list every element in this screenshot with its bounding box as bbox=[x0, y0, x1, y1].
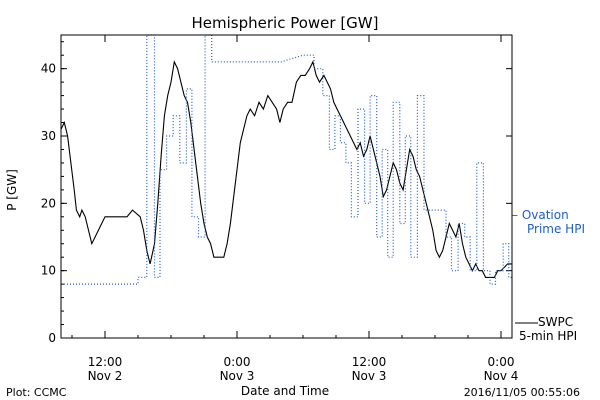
legend-ovation-line1: – Ovation bbox=[512, 208, 569, 222]
y-tick-label: 30 bbox=[41, 129, 56, 143]
y-tick-label: 0 bbox=[48, 331, 56, 345]
legend-swpc-line1: SWPC bbox=[538, 315, 573, 329]
x-tick-time: 12:00 bbox=[352, 355, 387, 369]
y-axis-label: P [GW] bbox=[5, 169, 19, 211]
legend-swpc-line2: 5-min HPI bbox=[519, 329, 577, 343]
x-tick-date: Nov 2 bbox=[88, 369, 123, 383]
x-tick-time: 0:00 bbox=[488, 355, 515, 369]
footer-timestamp: 2016/11/05 00:55:06 bbox=[464, 386, 580, 399]
legend-ovation-line2: Prime HPI bbox=[527, 222, 585, 236]
chart-title: Hemispheric Power [GW] bbox=[192, 14, 379, 32]
plot-frame bbox=[60, 34, 513, 339]
x-tick-time: 0:00 bbox=[224, 355, 251, 369]
legend-swpc: SWPC 5-min HPI bbox=[515, 315, 577, 343]
y-tick-label: 10 bbox=[41, 264, 56, 278]
x-axis-label: Date and Time bbox=[241, 384, 329, 398]
y-tick-label: 20 bbox=[41, 196, 56, 210]
footer-left: Plot: CCMC bbox=[6, 386, 67, 399]
legend-ovation: – Ovation Prime HPI bbox=[512, 208, 585, 236]
series-layer bbox=[60, 34, 512, 285]
y-tick-label: 40 bbox=[41, 62, 56, 76]
series-line-swpc bbox=[60, 60, 512, 278]
x-tick-date: Nov 4 bbox=[484, 369, 519, 383]
x-tick-date: Nov 3 bbox=[220, 369, 255, 383]
x-tick-date: Nov 3 bbox=[352, 369, 387, 383]
series-line-ovation bbox=[61, 34, 512, 285]
x-tick-time: 12:00 bbox=[88, 355, 123, 369]
